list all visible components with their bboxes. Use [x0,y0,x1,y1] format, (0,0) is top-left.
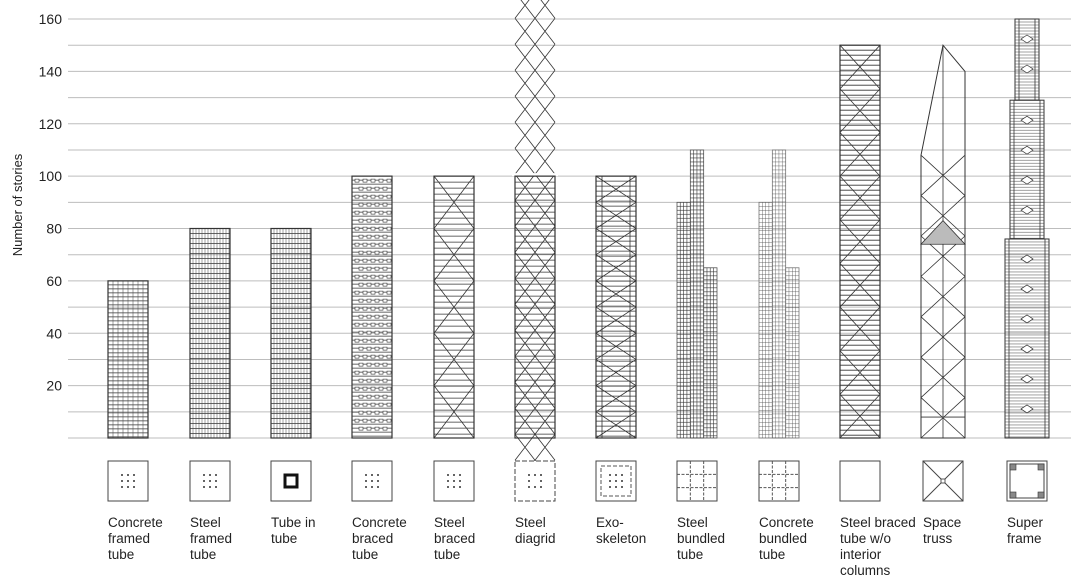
category-label: Concrete [352,515,407,530]
plan-icons [107,460,1048,502]
gridlines [68,18,1071,439]
category-label: Steel braced [840,515,916,530]
y-tick-label: 160 [39,11,63,27]
y-tick-label: 100 [39,168,63,184]
plan-icon [433,460,475,502]
y-axis-ticks: 20 40 60 80 100 120 140 160 [39,11,63,394]
plan-icon [189,460,231,502]
category-label: frame [1007,531,1042,546]
plan-icon [758,460,800,502]
category-label: Tube in [271,515,316,530]
category-label: columns [840,563,891,578]
category-label: Steel [434,515,465,530]
bar [920,44,966,439]
category-label: bundled [677,531,725,546]
y-axis-title: Number of stories [10,153,25,256]
category-label: tube [759,547,785,562]
plan-icon [839,460,881,502]
plan-icon [676,460,718,502]
category-label: diagrid [515,531,556,546]
category-label: tube w/o [840,531,891,546]
category-label: tube [271,531,297,546]
bar [351,175,393,439]
bar [1004,18,1050,439]
category-label: tube [352,547,378,562]
bar [512,0,558,487]
plan-icon [514,460,556,502]
category-label: Concrete [759,515,814,530]
category-label: Steel [677,515,708,530]
category-label: skeleton [596,531,646,546]
bar [676,149,718,439]
plan-icon [1006,460,1048,502]
plan-icon [595,460,637,502]
bar [839,44,881,439]
category-label: bundled [759,531,807,546]
category-label: Space [923,515,961,530]
y-tick-label: 40 [46,325,62,341]
plan-icon [270,460,312,502]
category-label: truss [923,531,953,546]
y-tick-label: 80 [46,221,62,237]
plan-icon [351,460,393,502]
category-label: tube [677,547,703,562]
category-label: Steel [190,515,221,530]
category-label: tube [190,547,216,562]
bar [433,175,475,439]
y-tick-label: 60 [46,273,62,289]
bar [189,227,231,439]
category-label: Steel [515,515,546,530]
plan-icon [922,460,964,502]
y-tick-label: 120 [39,116,63,132]
category-label: framed [190,531,232,546]
bar [758,149,800,439]
category-label: Concrete [108,515,163,530]
category-label: tube [108,547,134,562]
bar [107,280,149,439]
y-tick-label: 20 [46,378,62,394]
category-label: Super [1007,515,1044,530]
bar [270,227,312,439]
plan-icon [107,460,149,502]
category-label: framed [108,531,150,546]
bars [107,0,1050,487]
category-label: Exo- [596,515,624,530]
category-label: braced [434,531,475,546]
category-label: interior [840,547,882,562]
category-label: tube [434,547,460,562]
category-label: braced [352,531,393,546]
y-tick-label: 140 [39,63,63,79]
bar [595,175,637,439]
